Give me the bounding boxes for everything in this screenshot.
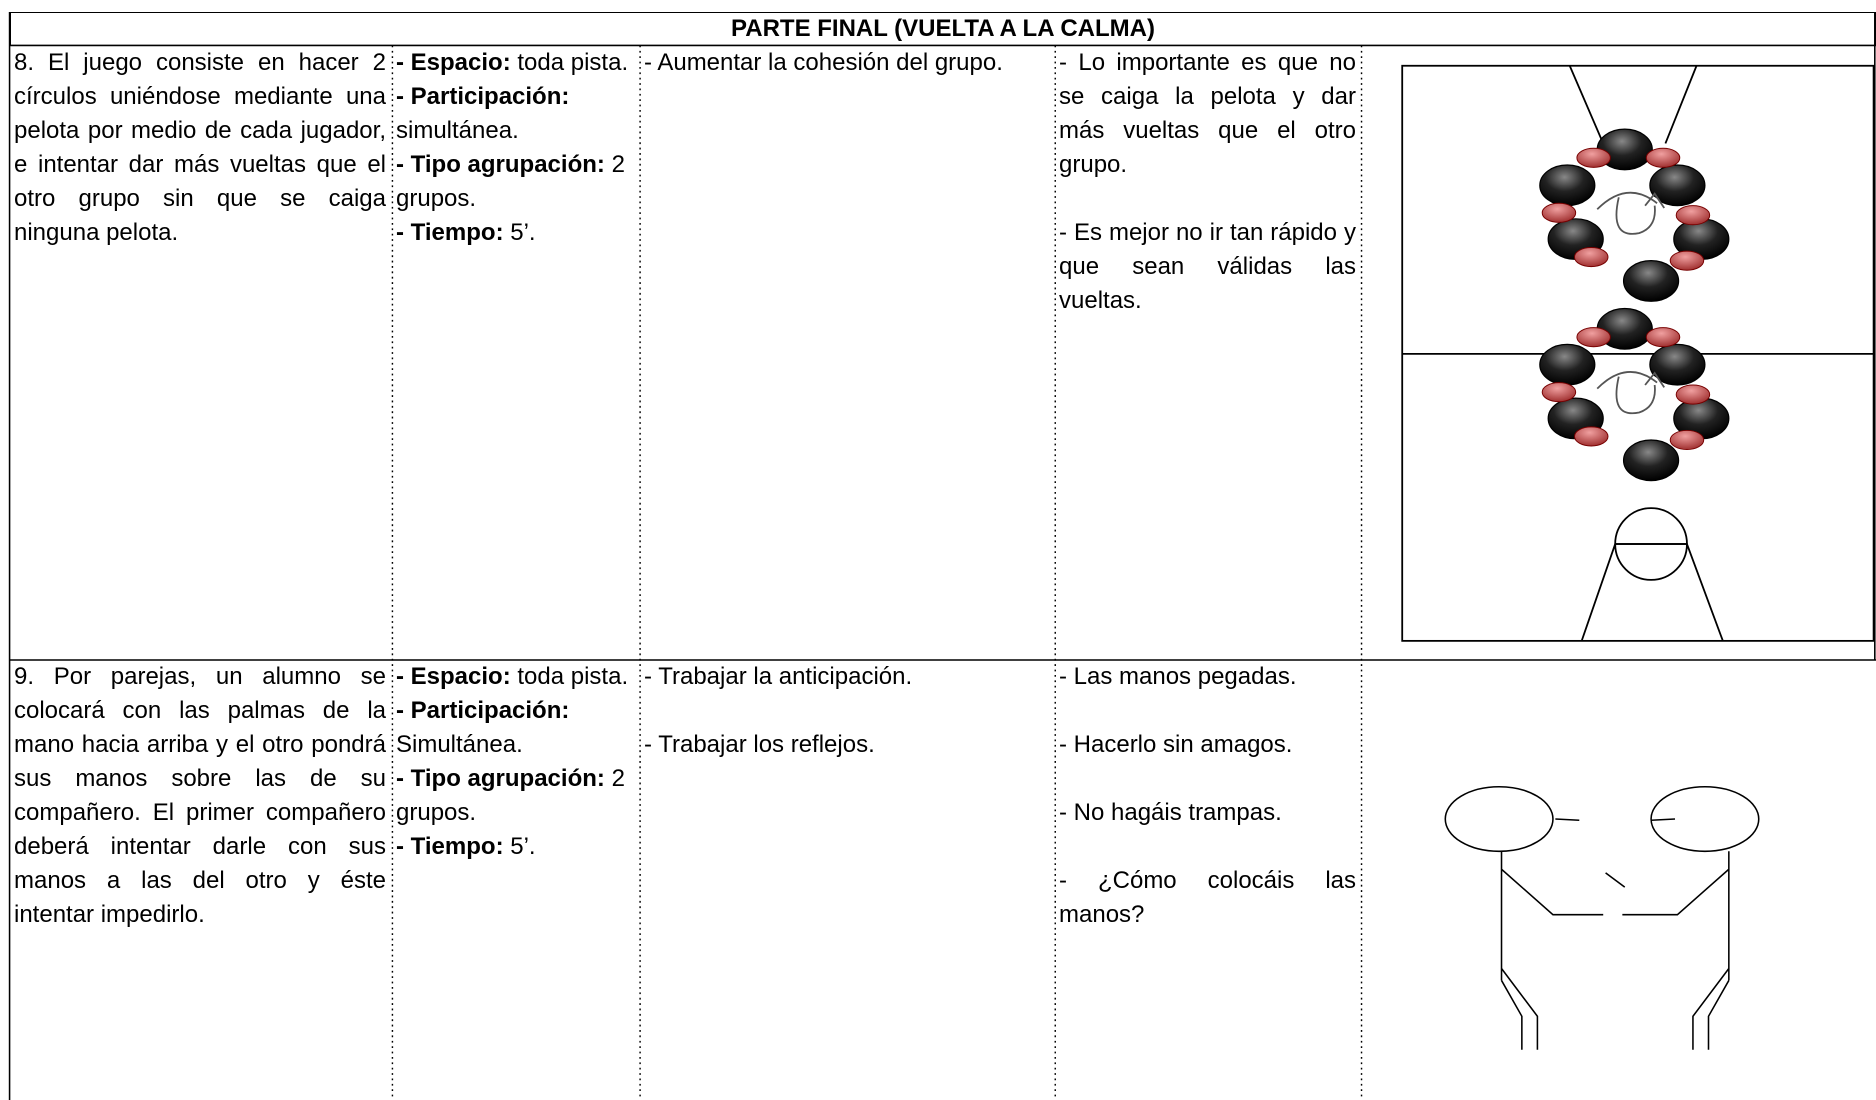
organization-text: 5’. xyxy=(510,219,536,246)
organization-label: - Tiempo: xyxy=(396,833,504,860)
organization-text: toda pista. xyxy=(517,663,629,690)
description-cell: 9. Por parejas, un alumno se colocará co… xyxy=(10,660,392,1100)
organization-text: Simultánea. xyxy=(396,731,523,758)
shape xyxy=(1669,429,1705,451)
organization-cell: - Espacio: toda pista. - Participación: S… xyxy=(392,660,640,1100)
stick-figures xyxy=(1444,785,1760,1050)
shape xyxy=(1675,384,1711,405)
organization-item: - Espacio: toda pista. xyxy=(396,660,634,694)
shape xyxy=(1644,371,1665,388)
organization-label: - Tipo agrupación: xyxy=(396,765,605,792)
shape xyxy=(1669,250,1705,271)
note: - Es mejor no ir tan rápido y que sean v… xyxy=(1059,219,1356,314)
shape xyxy=(1574,426,1609,447)
note: - Hacerlo sin amagos. xyxy=(1059,731,1293,758)
note: - No hagáis trampas. xyxy=(1059,799,1282,826)
description: 8. El juego consiste en hacer 2 círculos… xyxy=(14,49,386,246)
description-cell: 8. El juego consiste en hacer 2 círculos… xyxy=(10,46,392,660)
shape xyxy=(1576,147,1611,168)
objectives-cell: - Trabajar la anticipación. - Trabajar lo… xyxy=(640,660,1055,1100)
organization-label: - Tiempo: xyxy=(396,219,504,246)
objective: - Trabajar la anticipación. xyxy=(644,663,913,690)
shape xyxy=(1644,192,1665,209)
shape xyxy=(1645,147,1681,168)
shape xyxy=(1615,376,1656,415)
shape xyxy=(1596,191,1658,210)
notes-cell: - Las manos pegadas. - Hacerlo sin amagos… xyxy=(1055,660,1362,1100)
shape xyxy=(1649,343,1706,386)
organization-text: 2 grupos. xyxy=(396,151,625,212)
shape xyxy=(1541,202,1577,223)
shape xyxy=(1649,164,1706,207)
note: - Lo importante es que no se caiga la pe… xyxy=(1059,49,1356,178)
shape xyxy=(1675,205,1711,226)
objective: - Trabajar los reflejos. xyxy=(644,731,875,758)
organization-label: - Participación: xyxy=(396,697,570,724)
organization-item: - Tiempo: 5’. xyxy=(396,830,634,864)
shape xyxy=(1539,343,1596,386)
objectives-cell: - Aumentar la cohesión del grupo. xyxy=(640,46,1055,660)
organization-label: - Espacio: xyxy=(396,663,511,690)
shape xyxy=(1574,247,1609,268)
description: 9. Por parejas, un alumno se colocará co… xyxy=(14,663,386,928)
objective: - Aumentar la cohesión del grupo. xyxy=(644,49,1003,76)
shape xyxy=(1596,371,1658,390)
organization-text: toda pista. xyxy=(517,49,629,76)
shape xyxy=(1645,327,1681,348)
organization-label: - Espacio: xyxy=(396,49,511,76)
court-diagram xyxy=(1401,64,1875,642)
shape xyxy=(1615,197,1656,235)
organization-item: - Espacio: toda pista. xyxy=(396,46,634,80)
organization-label: - Participación: xyxy=(396,83,570,110)
organization-text: simultánea. xyxy=(396,117,519,144)
organization-label: - Tipo agrupación: xyxy=(396,151,605,178)
shape xyxy=(1541,382,1577,403)
organization-item: - Tipo agrupación: 2 grupos. xyxy=(396,762,634,830)
note: - ¿Cómo colocáis las manos? xyxy=(1059,867,1356,928)
organization-item: - Tiempo: 5’. xyxy=(396,216,634,250)
organization-text: 2 grupos. xyxy=(396,765,625,826)
shape xyxy=(1622,260,1680,302)
shape xyxy=(1576,327,1611,348)
notes-cell: - Lo importante es que no se caiga la pe… xyxy=(1055,46,1362,660)
organization-item: - Tipo agrupación: 2 grupos. xyxy=(396,148,634,216)
player-circles xyxy=(1539,128,1730,482)
shape xyxy=(1539,164,1596,207)
shape xyxy=(1622,439,1680,482)
organization-item: - Participación: Simultánea. xyxy=(396,694,634,762)
organization-cell: - Espacio: toda pista. - Participación: s… xyxy=(392,46,640,660)
note: - Las manos pegadas. xyxy=(1059,663,1297,690)
organization-item: - Participación: simultánea. xyxy=(396,80,634,148)
organization-text: 5’. xyxy=(510,833,536,860)
